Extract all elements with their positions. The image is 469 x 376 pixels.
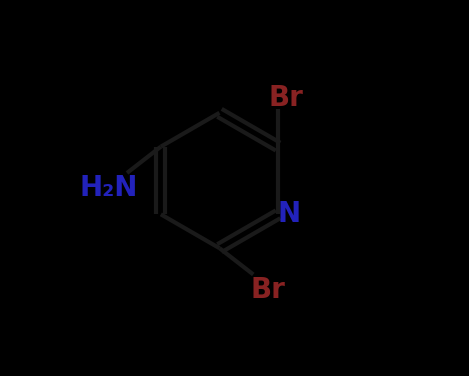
Text: H₂N: H₂N <box>79 174 137 202</box>
Text: Br: Br <box>251 276 286 303</box>
Text: N: N <box>278 200 301 228</box>
Text: Br: Br <box>268 84 303 112</box>
